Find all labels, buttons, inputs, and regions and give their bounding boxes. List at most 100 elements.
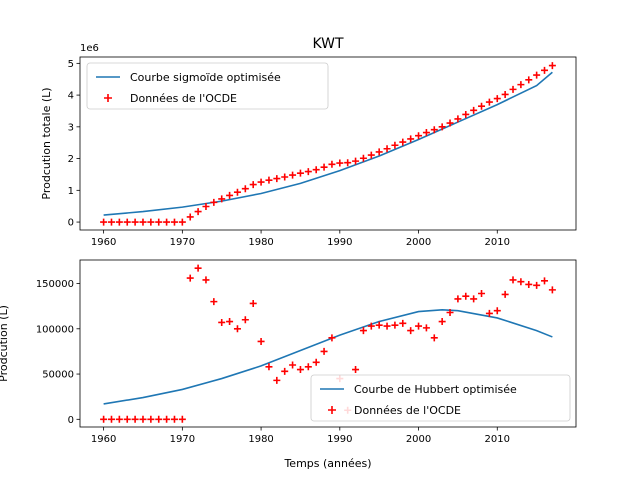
subplot-1: 1960 1970 1980 1990 2000 2010 0 1 2 3 4 5 1e6 KWT Prod… xyxy=(40,36,577,248)
data-point xyxy=(170,415,178,423)
legend-label: Courbe de Hubbert optimisée xyxy=(354,383,517,396)
data-point xyxy=(289,361,297,369)
x-tick-label: 2000 xyxy=(406,434,431,445)
data-point xyxy=(493,95,501,103)
x-axis-label: Temps (années) xyxy=(283,457,371,470)
data-point xyxy=(438,318,446,326)
data-point xyxy=(509,276,517,284)
y-tick-label: 50000 xyxy=(42,370,74,381)
data-point xyxy=(352,366,360,374)
data-point xyxy=(210,298,218,306)
data-point xyxy=(226,318,234,326)
data-point xyxy=(438,123,446,131)
data-point xyxy=(430,334,438,342)
data-point xyxy=(281,367,289,375)
data-point xyxy=(210,198,218,206)
data-point xyxy=(163,415,171,423)
data-point xyxy=(233,188,241,196)
data-point xyxy=(525,76,533,84)
data-point xyxy=(383,322,391,330)
data-point xyxy=(139,218,147,226)
data-point xyxy=(265,176,273,184)
legend-box xyxy=(86,62,329,110)
data-point xyxy=(446,308,454,316)
data-point xyxy=(454,295,462,303)
data-point xyxy=(399,138,407,146)
data-point xyxy=(367,151,375,159)
data-point xyxy=(123,415,131,423)
legend-label: Courbe sigmoïde optimisée xyxy=(130,71,281,84)
x-tick-label: 1970 xyxy=(170,434,195,445)
legend: Courbe de Hubbert optimisée Données de l'… xyxy=(310,374,571,422)
data-point xyxy=(548,62,556,70)
data-point xyxy=(422,324,430,332)
data-point xyxy=(178,415,186,423)
subplot-2: 1960 1970 1980 1990 2000 2010 0 50000 100000 1500… xyxy=(0,259,577,470)
data-point xyxy=(454,115,462,123)
legend-marker-swatch xyxy=(104,94,112,102)
data-point xyxy=(462,110,470,118)
data-point xyxy=(304,363,312,371)
data-point xyxy=(289,171,297,179)
y-tick-label: 3 xyxy=(68,122,74,133)
x-tick-label: 1980 xyxy=(248,434,273,445)
series-points-2 xyxy=(100,62,556,226)
data-point xyxy=(493,307,501,315)
data-point xyxy=(202,276,210,284)
data-point xyxy=(131,415,139,423)
axes-frame xyxy=(79,259,577,428)
y-offset-text: 1e6 xyxy=(80,43,99,54)
data-point xyxy=(407,135,415,143)
data-point xyxy=(525,280,533,288)
x-tick-label: 2000 xyxy=(406,237,431,248)
data-point xyxy=(533,281,541,289)
data-point xyxy=(257,178,265,186)
data-point xyxy=(328,334,336,342)
data-point xyxy=(485,98,493,106)
y-tick-label: 4 xyxy=(68,91,74,102)
data-point xyxy=(462,292,470,300)
data-point xyxy=(107,415,115,423)
y-tick-label: 5 xyxy=(68,59,74,70)
data-point xyxy=(415,132,423,140)
data-point xyxy=(241,316,249,324)
data-point xyxy=(202,203,210,211)
data-point xyxy=(273,376,281,384)
legend: Courbe sigmoïde optimisée Données de l'OC… xyxy=(86,62,329,110)
data-point xyxy=(273,175,281,183)
y-axis-label: Prodcution totale (L) xyxy=(40,87,53,199)
data-point xyxy=(178,218,186,226)
data-point xyxy=(155,218,163,226)
data-point xyxy=(359,154,367,162)
x-tick-label: 1960 xyxy=(91,237,116,248)
data-point xyxy=(501,90,509,98)
data-point xyxy=(296,169,304,177)
data-point xyxy=(241,185,249,193)
x-tick-label: 2010 xyxy=(485,434,510,445)
data-point xyxy=(344,159,352,167)
data-point xyxy=(541,66,549,74)
data-point xyxy=(147,415,155,423)
y-tick-label: 1 xyxy=(68,186,74,197)
data-point xyxy=(446,119,454,127)
data-point xyxy=(249,181,257,189)
data-point xyxy=(367,322,375,330)
data-point xyxy=(170,218,178,226)
data-point xyxy=(501,290,509,298)
data-point xyxy=(430,126,438,134)
data-point xyxy=(186,213,194,221)
data-point xyxy=(115,415,123,423)
data-point xyxy=(407,327,415,335)
data-point xyxy=(194,264,202,272)
data-point xyxy=(257,337,265,345)
data-point xyxy=(100,415,108,423)
x-tick-label: 1990 xyxy=(327,434,352,445)
series-line-1 xyxy=(103,71,553,216)
data-point xyxy=(533,71,541,79)
data-point xyxy=(312,358,320,366)
axes-frame xyxy=(79,56,577,231)
data-point xyxy=(478,102,486,110)
data-point xyxy=(265,363,273,371)
y-tick-label: 100000 xyxy=(36,324,74,335)
